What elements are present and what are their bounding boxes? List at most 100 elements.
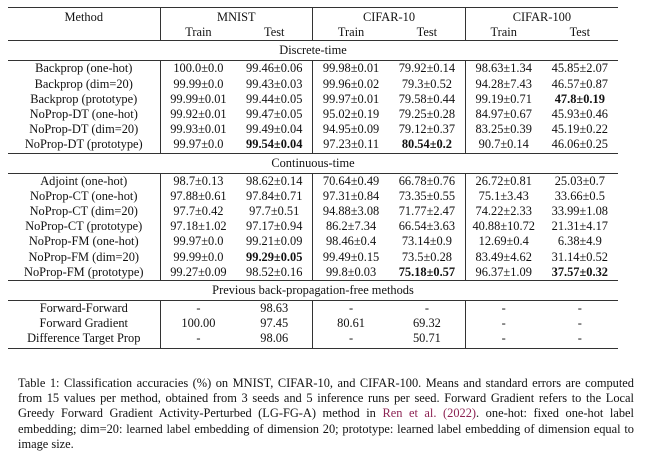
value: 99.98±0.01 (322, 61, 380, 76)
value-cell: 99.29±0.05 (236, 249, 314, 265)
value-cell: - (542, 316, 618, 331)
value: 79.58±0.44 (398, 91, 456, 106)
results-table: Method MNIST CIFAR-10 CIFAR-100 Train Test Tra… (8, 7, 618, 350)
header-cell: Test (388, 25, 466, 41)
value: 99.47±0.05 (246, 107, 303, 122)
value-cell: 99.47±0.05 (236, 106, 314, 123)
data-row: NoProp-CT (dim=20) 97.7±0.42 97.7±0.51 94.8… (8, 203, 618, 220)
method-cell: NoProp-CT (one-hot) (8, 188, 161, 204)
value-cell: 99.99±0.0 (160, 77, 236, 92)
value: 99.96±0.02 (322, 76, 380, 91)
caption: Table 1: Classification accuracies (%) o… (18, 376, 634, 452)
value: 46.06±0.25 (551, 137, 608, 152)
value: 99.99±0.0 (173, 76, 224, 91)
method-cell: NoProp-DT (dim=20) (8, 122, 161, 138)
value: - (501, 331, 506, 346)
value-cell: 99.54±0.04 (236, 137, 314, 153)
value: 99.99±0.01 (170, 91, 227, 106)
value: 73.14±0.9 (401, 234, 452, 249)
value: 50.71 (412, 331, 441, 346)
value-cell: - (160, 300, 236, 316)
value-cell: 98.63 (236, 300, 314, 316)
value-cell: 40.88±10.72 (465, 219, 541, 234)
value-cell: 70.64±0.49 (313, 173, 389, 189)
value: 98.7±0.13 (173, 173, 224, 188)
value: 86.2±7.34 (325, 219, 377, 234)
value: - (577, 300, 582, 315)
value: 97.17±0.94 (246, 219, 303, 234)
value: 71.77±2.47 (398, 203, 456, 218)
data-row: Forward-Forward - 98.63 - - - - (8, 300, 618, 316)
citation-link[interactable]: Ren et al. (2022) (382, 406, 477, 421)
value-cell: 99.93±0.01 (160, 122, 236, 137)
method-cell: NoProp-DT (prototype) (8, 137, 161, 153)
method-cell: Backprop (prototype) (8, 91, 161, 107)
table-wrap: Method MNIST CIFAR-10 CIFAR-100 Train Test Tra… (8, 7, 618, 350)
value-cell: 79.58±0.44 (388, 91, 466, 107)
value: 99.46±0.06 (246, 61, 303, 76)
value-cell: 99.27±0.09 (160, 265, 236, 281)
value: 79.12±0.37 (398, 122, 456, 137)
value-cell: - (465, 300, 541, 316)
value-cell: 99.21±0.09 (236, 234, 314, 250)
data-row: NoProp-CT (prototype) 97.18±1.02 97.17±0.9… (8, 219, 618, 235)
value: 79.3±0.52 (401, 76, 452, 91)
value: 73.35±0.55 (398, 188, 456, 203)
value-cell: 97.88±0.61 (160, 189, 236, 204)
value: 99.43±0.03 (246, 76, 303, 91)
value: 90.7±0.14 (478, 137, 529, 152)
value: 94.28±7.43 (475, 76, 532, 91)
data-row: Backprop (prototype) 99.99±0.01 99.44±0.05… (8, 91, 618, 107)
value-cell: 96.37±1.09 (465, 265, 541, 281)
value-cell: 99.96±0.02 (313, 77, 389, 92)
caption-text: Table 1: Classification accuracies (%) o… (18, 376, 634, 421)
value: 80.61 (337, 316, 366, 331)
value-cell: 45.85±2.07 (542, 61, 618, 77)
value-cell: 98.06 (236, 331, 314, 350)
header-cell: Method (8, 7, 161, 26)
value-cell: 99.99±0.0 (160, 249, 236, 264)
value-cell: 97.23±0.11 (313, 137, 389, 153)
value: 97.84±0.71 (246, 188, 303, 203)
value: 98.62±0.14 (246, 173, 303, 188)
value: - (196, 331, 201, 346)
value-cell: 25.03±0.7 (542, 173, 618, 189)
section-title: Continuous-time (8, 152, 618, 174)
value-cell: - (388, 300, 466, 316)
data-row: NoProp-DT (prototype) 99.97±0.0 99.54±0.04… (8, 137, 618, 153)
value-cell: 74.22±2.33 (465, 204, 541, 219)
value-cell: 99.8±0.03 (313, 265, 389, 281)
value: 99.27±0.09 (170, 264, 227, 279)
value-cell: 97.7±0.42 (160, 204, 236, 219)
value-cell: 69.32 (388, 316, 466, 332)
value-cell: 99.49±0.04 (236, 122, 314, 138)
best-value: 99.29±0.05 (246, 249, 303, 264)
data-row: NoProp-FM (prototype) 99.27±0.09 98.52±0.1… (8, 264, 618, 281)
value-cell: 97.45 (236, 316, 314, 332)
data-row: NoProp-FM (dim=20) 99.99±0.0 99.29±0.05 99.… (8, 249, 618, 265)
value: 99.92±0.01 (170, 107, 227, 122)
best-value: 99.54±0.04 (246, 137, 303, 152)
data-row: NoProp-FM (one-hot) 99.97±0.0 99.21±0.09 98… (8, 234, 618, 250)
value-cell: 97.7±0.51 (236, 203, 314, 220)
value-cell: 90.7±0.14 (465, 137, 541, 153)
header-cell (8, 25, 161, 41)
header-cell: Train (490, 25, 517, 40)
best-value: 80.54±0.2 (401, 137, 452, 152)
value: 99.44±0.05 (246, 91, 303, 106)
value: 33.66±0.5 (554, 188, 605, 203)
value: 94.95±0.09 (322, 122, 380, 137)
header-row: Method MNIST CIFAR-10 CIFAR-100 (8, 7, 618, 26)
best-value: 47.8±0.19 (554, 91, 605, 106)
value-cell: 75.1±3.43 (465, 189, 541, 204)
value: 40.88±10.72 (472, 219, 535, 234)
value: 99.99±0.0 (173, 249, 224, 264)
value-cell: 79.25±0.28 (388, 106, 466, 123)
value-cell: 47.8±0.19 (542, 92, 618, 107)
value-cell: 83.49±4.62 (465, 249, 541, 264)
value: 83.49±4.62 (475, 249, 532, 264)
section-title: Discrete-time (8, 40, 618, 62)
header-cell: CIFAR-100 (465, 7, 618, 26)
value: - (196, 300, 201, 315)
value: 97.88±0.61 (170, 188, 227, 203)
